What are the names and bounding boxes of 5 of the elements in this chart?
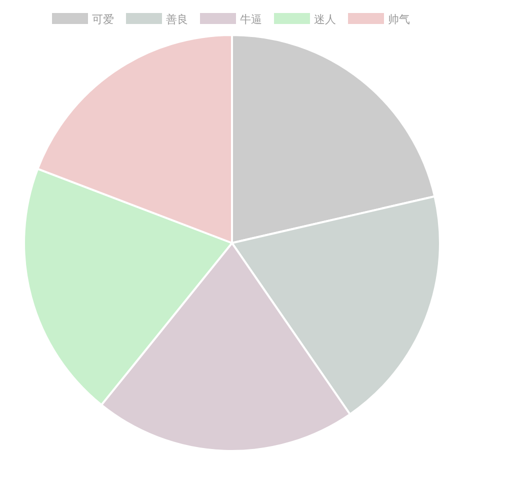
legend-label: 迷人 [314,13,336,26]
legend-label: 善良 [166,13,188,26]
legend-label: 帅气 [388,13,410,26]
legend-label: 可爱 [92,13,114,26]
legend-label: 牛逼 [240,13,262,26]
